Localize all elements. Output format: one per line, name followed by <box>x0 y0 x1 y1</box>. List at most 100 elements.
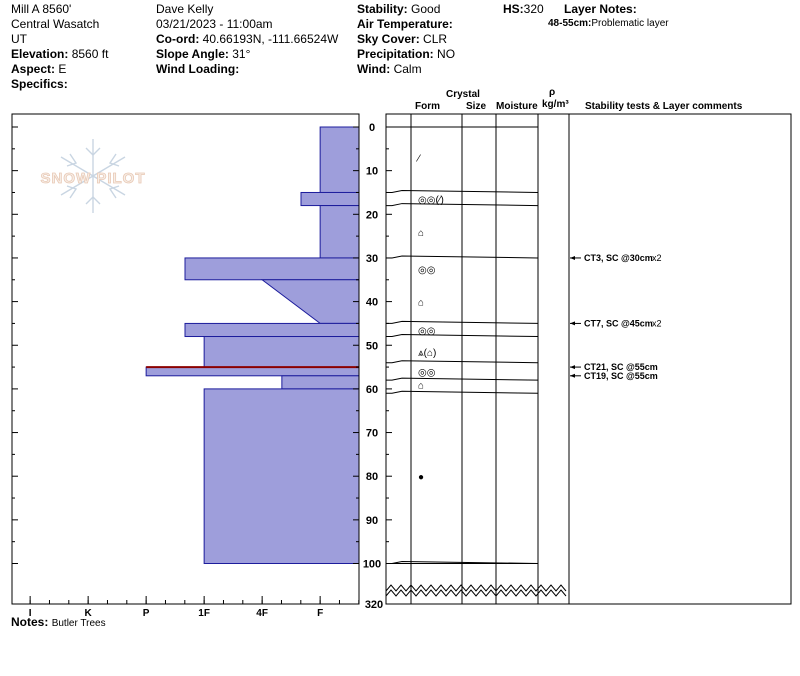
elevation-row: Elevation: 8560 ft <box>11 47 108 62</box>
coord-value: 40.66193N, -111.66524W <box>202 32 339 46</box>
crystal-form-symbol: ⁄ <box>415 154 421 165</box>
crystal-form-symbol: ◎◎ <box>418 367 436 378</box>
wind-label: Wind: <box>357 62 391 76</box>
hs-value: 320 <box>523 2 544 16</box>
precip-row: Precipitation: NO <box>357 47 455 62</box>
notes-row: Notes: Butler Trees <box>11 615 106 631</box>
layer-boundary-line <box>386 189 539 193</box>
snowflake-icon <box>60 139 126 213</box>
hs-row: HS:320 <box>503 2 544 17</box>
stability-test-label: CT7, SC @45cm <box>584 318 653 328</box>
snowpilot-logo: SNOW PILOT <box>40 139 146 213</box>
logo-text: SNOW PILOT <box>41 170 146 187</box>
axis-break-zigzag <box>385 584 567 592</box>
depth-tick-label: 30 <box>366 253 378 265</box>
stability-test-multiplier: x2 <box>652 318 662 328</box>
layer-note: 48-55cm:Problematic layer <box>548 18 669 29</box>
coordinates-row: Co-ord: 40.66193N, -111.66524W <box>156 32 338 47</box>
hardness-tick-label: 1F <box>198 608 210 619</box>
stability-value: Good <box>411 2 441 16</box>
stability-row: Stability: Good <box>357 2 440 17</box>
hardness-layer <box>281 375 360 390</box>
layer-boundary-line <box>386 360 539 364</box>
coord-label: Co-ord: <box>156 32 200 46</box>
state-name: UT <box>11 32 27 46</box>
rho-header: ρ <box>549 87 556 98</box>
layer-boundary-line <box>386 334 539 338</box>
layer-notes-label: Layer Notes: <box>564 2 637 16</box>
layer-note-text: Problematic layer <box>591 18 669 29</box>
depth-tick-label: 10 <box>366 166 378 178</box>
test-arrow-head <box>570 321 575 326</box>
wind-value: Calm <box>393 62 422 76</box>
chart-frames <box>11 113 792 605</box>
slope-row: Slope Angle: 31° <box>156 47 250 62</box>
hs-label: HS: <box>503 2 524 16</box>
crystal-header: Crystal <box>446 89 480 100</box>
hardness-layers <box>145 126 360 564</box>
layer-boundary-line <box>386 390 539 394</box>
slope-label: Slope Angle: <box>156 47 229 61</box>
stability-test-label: CT21, SC @55cm <box>584 362 658 372</box>
comments-header: Stability tests & Layer comments <box>585 101 743 112</box>
profile-frame <box>385 113 792 605</box>
depth-tick-label: 80 <box>366 471 378 483</box>
notes-value: Butler Trees <box>51 618 106 629</box>
wind-loading-label: Wind Loading: <box>156 62 240 76</box>
crystal-form-symbol: ◎◎ <box>418 326 436 337</box>
crystal-forms: ⁄ ◎◎(⁄) ⌂ ◎◎ ⌂ ◎◎ ⩓(⌂) ◎◎ ⌂ ● <box>415 154 444 484</box>
hardness-layer <box>319 205 360 259</box>
depth-tick-label: 70 <box>366 428 378 440</box>
depth-axis: 0 10 20 30 40 50 60 70 80 90 100 320 <box>12 122 392 611</box>
density-unit-header: kg/m³ <box>542 99 569 110</box>
wind-row: Wind: Calm <box>357 62 422 77</box>
stability-test-label: CT19, SC @55cm <box>584 371 658 381</box>
hardness-axis: I K P 1F 4F F <box>29 596 360 619</box>
notes-label: Notes: <box>11 615 49 629</box>
layer-boundary-line <box>386 320 539 324</box>
depth-tick-label: 20 <box>366 209 378 221</box>
form-header: Form <box>415 101 440 112</box>
hardness-layer <box>145 366 360 377</box>
depth-tick-label: 50 <box>366 340 378 352</box>
moisture-header: Moisture <box>496 101 538 112</box>
slope-value: 31° <box>232 47 251 61</box>
layer-boundary-line <box>386 377 539 381</box>
elevation-label: Elevation: <box>11 47 69 61</box>
hardness-tick-label: F <box>317 608 323 619</box>
stability-test-label: CT3, SC @30cm <box>584 253 653 263</box>
precip-label: Precipitation: <box>357 47 434 61</box>
sky-value: CLR <box>423 32 448 46</box>
crystal-form-symbol: ◎◎ <box>418 265 436 276</box>
observer-name: Dave Kelly <box>156 2 214 16</box>
size-header: Size <box>466 101 487 112</box>
crystal-form-symbol: ⌂ <box>418 381 424 392</box>
layer-boundary-line <box>386 560 539 564</box>
crystal-form-symbol: ⩓(⌂) <box>418 348 436 359</box>
test-arrow-head <box>570 365 575 370</box>
hardness-layer <box>203 336 360 368</box>
depth-tick-label: 100 <box>363 559 381 571</box>
crystal-form-symbol: ⌂ <box>418 298 424 309</box>
specifics-label: Specifics: <box>11 77 68 91</box>
hardness-tick-label: 4F <box>256 608 268 619</box>
hardness-frame <box>11 113 360 605</box>
sky-row: Sky Cover: CLR <box>357 32 447 47</box>
precip-value: NO <box>437 47 456 61</box>
crystal-form-symbol: ◎◎(⁄) <box>418 195 444 206</box>
aspect-value: E <box>58 62 67 76</box>
crystal-grid <box>385 114 570 604</box>
depth-tick-label: 40 <box>366 297 378 309</box>
location-name: Mill A 8560' <box>11 2 72 16</box>
hardness-tick-label: I <box>29 608 32 619</box>
depth-tick-label: 60 <box>366 384 378 396</box>
hardness-layer <box>184 322 360 338</box>
hardness-tick-label: P <box>143 608 150 619</box>
aspect-label: Aspect: <box>11 62 56 76</box>
hardness-layer <box>300 191 360 207</box>
hardness-tick-label: K <box>85 608 93 619</box>
test-arrow-head <box>570 373 575 378</box>
hardness-layer <box>184 257 360 281</box>
